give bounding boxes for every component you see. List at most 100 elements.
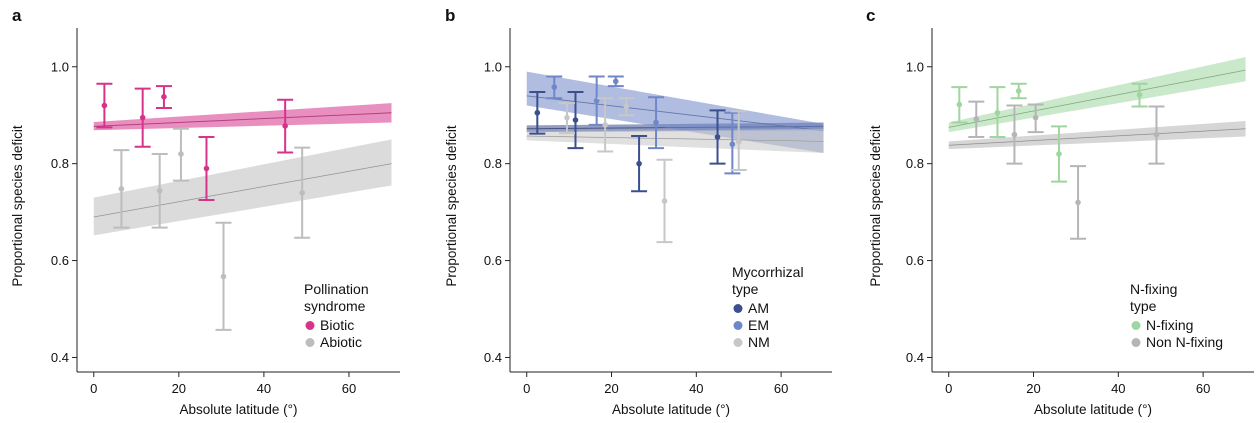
legend-label: NM bbox=[748, 334, 770, 350]
x-tick-label: 60 bbox=[342, 381, 356, 396]
data-point-nm bbox=[602, 122, 608, 128]
x-tick-label: 40 bbox=[689, 381, 703, 396]
data-point-am bbox=[572, 117, 579, 123]
legend-title: type bbox=[732, 281, 759, 297]
y-tick-label: 0.8 bbox=[484, 156, 502, 171]
data-point-nm bbox=[564, 114, 570, 121]
x-tick-label: 0 bbox=[523, 381, 530, 396]
confidence-band-biotic bbox=[93, 103, 392, 131]
data-point-biotic bbox=[282, 123, 288, 129]
confidence-band-non-n-fixing bbox=[948, 121, 1246, 150]
y-axis-label: Proportional species deficit bbox=[444, 125, 459, 287]
y-axis-label: Proportional species deficit bbox=[868, 125, 883, 287]
data-point-non-n-fixing bbox=[1075, 199, 1081, 206]
data-point-em bbox=[729, 141, 736, 148]
x-axis-label: Absolute latitude (°) bbox=[180, 402, 298, 417]
legend-marker-am bbox=[733, 304, 743, 313]
data-point-am bbox=[636, 160, 642, 167]
y-tick-label: 0.4 bbox=[484, 350, 502, 365]
data-point-am bbox=[714, 134, 721, 140]
x-tick-label: 60 bbox=[774, 381, 788, 396]
data-point-am bbox=[534, 109, 541, 116]
data-point-non-n-fixing bbox=[1011, 131, 1018, 138]
legend-marker-em bbox=[733, 321, 743, 330]
y-tick-label: 0.6 bbox=[484, 253, 502, 268]
data-point-non-n-fixing bbox=[1032, 114, 1039, 121]
legend-label: EM bbox=[748, 317, 769, 333]
x-tick-label: 20 bbox=[604, 381, 618, 396]
confidence-band-abiotic bbox=[93, 139, 392, 236]
x-tick-label: 20 bbox=[172, 381, 186, 396]
data-point-em bbox=[612, 78, 619, 85]
y-tick-label: 0.8 bbox=[51, 156, 69, 171]
data-point-biotic bbox=[139, 114, 146, 121]
data-point-n-fixing bbox=[1136, 92, 1143, 98]
data-point-abiotic bbox=[178, 151, 184, 157]
x-tick-label: 0 bbox=[945, 381, 952, 396]
legend-title: Pollination bbox=[304, 281, 369, 297]
data-point-n-fixing bbox=[994, 109, 1001, 116]
data-point-em bbox=[593, 97, 600, 104]
data-point-n-fixing bbox=[1015, 88, 1022, 94]
x-tick-label: 40 bbox=[257, 381, 271, 396]
legend-label: AM bbox=[748, 300, 769, 316]
y-tick-label: 0.4 bbox=[906, 350, 924, 365]
y-tick-label: 1.0 bbox=[484, 59, 502, 74]
x-axis-label: Absolute latitude (°) bbox=[612, 402, 730, 417]
data-point-abiotic bbox=[156, 187, 163, 194]
y-tick-label: 0.8 bbox=[906, 156, 924, 171]
x-tick-label: 40 bbox=[1111, 381, 1125, 396]
trend-line-core bbox=[93, 163, 392, 218]
data-point-nm bbox=[661, 198, 668, 204]
y-axis-label: Proportional species deficit bbox=[10, 125, 25, 287]
data-point-em bbox=[551, 84, 558, 90]
data-point-nm bbox=[735, 139, 742, 145]
data-point-biotic bbox=[161, 94, 167, 100]
x-tick-label: 0 bbox=[90, 381, 97, 396]
legend-marker-biotic bbox=[305, 321, 315, 330]
panel-c: c 0.4 0.6 0.8 1.0 0 20 40 60 Absolute latitude (°… bbox=[866, 6, 1254, 417]
legend-label: Biotic bbox=[320, 317, 354, 333]
y-tick-label: 0.6 bbox=[51, 253, 69, 268]
y-tick-label: 1.0 bbox=[906, 59, 924, 74]
data-point-abiotic bbox=[220, 273, 227, 280]
legend-label: Abiotic bbox=[320, 334, 362, 350]
trend-line-core bbox=[948, 69, 1246, 128]
panel-a: a 0.4 0.6 0.8 1.0 0 20 40 60 Absolute latitude (°… bbox=[10, 6, 400, 417]
data-point-abiotic bbox=[299, 189, 305, 196]
panel-letter: c bbox=[866, 6, 875, 25]
confidence-band-nm bbox=[526, 128, 824, 154]
trend-line-core bbox=[948, 128, 1246, 146]
y-tick-label: 1.0 bbox=[51, 59, 69, 74]
legend-marker-nm bbox=[733, 338, 743, 347]
data-point-non-n-fixing bbox=[973, 116, 980, 122]
data-point-n-fixing bbox=[1056, 151, 1062, 157]
data-point-biotic bbox=[101, 102, 108, 109]
data-point-em bbox=[653, 119, 659, 126]
y-tick-label: 0.6 bbox=[906, 253, 924, 268]
legend-title: Mycorrhizal bbox=[732, 264, 804, 280]
legend-marker-n-fixing bbox=[1131, 321, 1141, 330]
panel-letter: b bbox=[445, 6, 455, 25]
legend-marker-abiotic bbox=[305, 338, 315, 347]
data-point-biotic bbox=[203, 165, 210, 172]
legend-label: Non N-fixing bbox=[1146, 334, 1223, 350]
x-tick-label: 20 bbox=[1026, 381, 1040, 396]
legend-title: syndrome bbox=[304, 298, 366, 314]
confidence-band-n-fixing bbox=[948, 57, 1246, 133]
legend-title: N-fixing bbox=[1130, 281, 1177, 297]
legend-marker-non-n-fixing bbox=[1131, 338, 1141, 347]
data-point-n-fixing bbox=[956, 101, 963, 108]
x-axis-label: Absolute latitude (°) bbox=[1034, 402, 1152, 417]
data-point-non-n-fixing bbox=[1153, 131, 1160, 138]
panel-letter: a bbox=[12, 6, 22, 25]
legend-label: N-fixing bbox=[1146, 317, 1193, 333]
panel-b: b 0.4 0.6 0.8 1.0 0 20 40 60 Absolute latitude (°… bbox=[444, 6, 832, 417]
data-point-abiotic bbox=[118, 186, 125, 192]
y-tick-label: 0.4 bbox=[51, 350, 69, 365]
data-point-nm bbox=[623, 103, 630, 110]
